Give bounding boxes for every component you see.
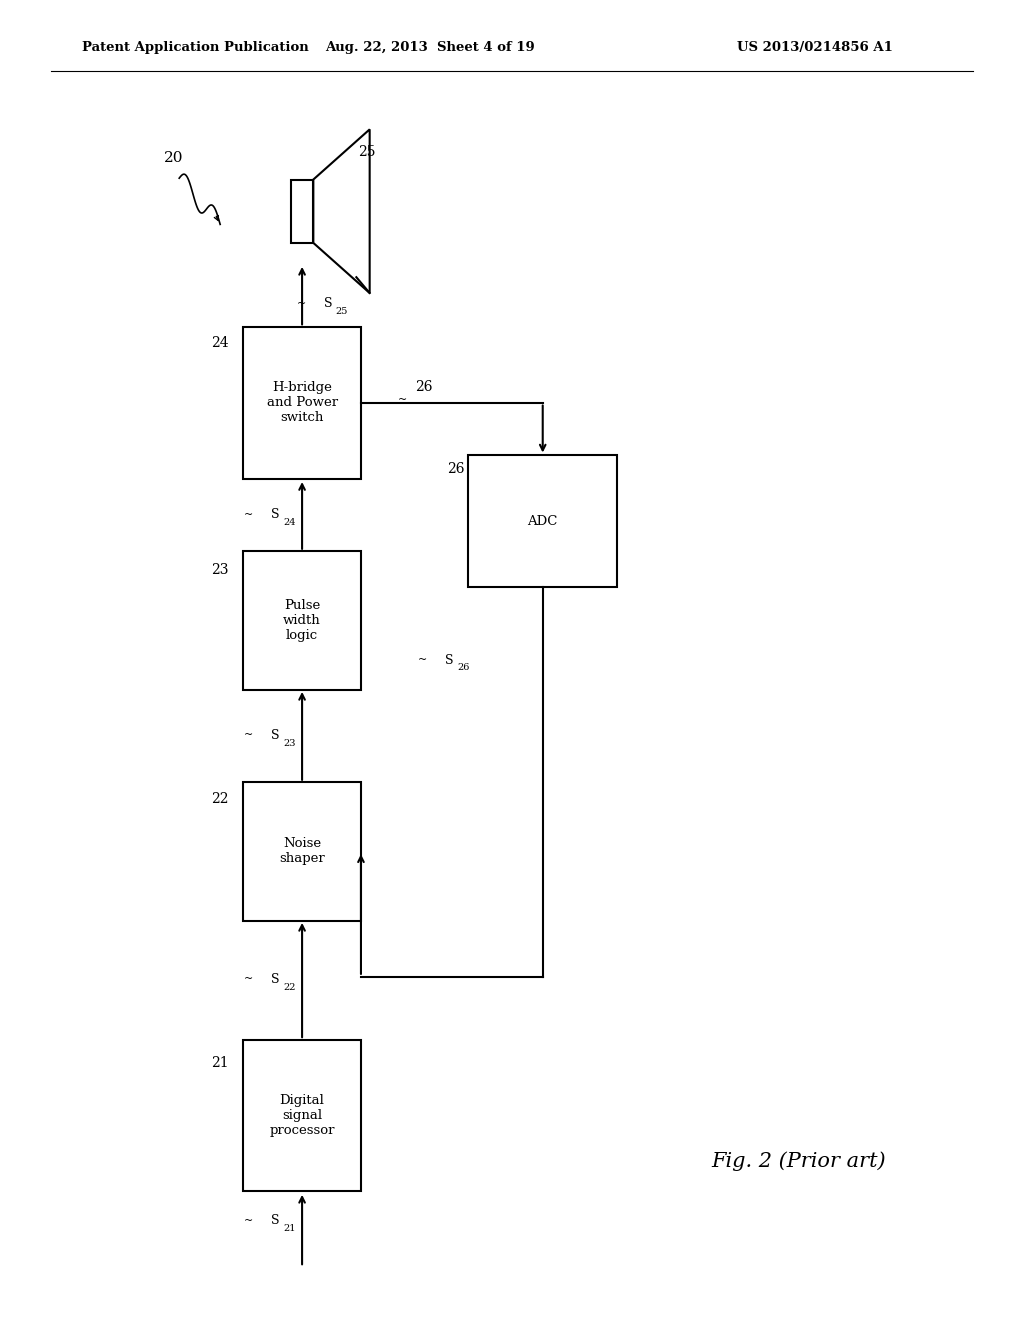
Text: 25: 25 bbox=[336, 308, 348, 315]
Text: ~: ~ bbox=[244, 974, 254, 985]
Text: Pulse
width
logic: Pulse width logic bbox=[284, 599, 321, 642]
Text: S: S bbox=[271, 508, 280, 521]
Text: ADC: ADC bbox=[527, 515, 558, 528]
Text: US 2013/0214856 A1: US 2013/0214856 A1 bbox=[737, 41, 893, 54]
Text: Aug. 22, 2013  Sheet 4 of 19: Aug. 22, 2013 Sheet 4 of 19 bbox=[326, 41, 535, 54]
Text: S: S bbox=[445, 653, 454, 667]
Text: ~: ~ bbox=[397, 395, 408, 405]
Text: ~: ~ bbox=[296, 298, 306, 309]
Text: 23: 23 bbox=[211, 564, 229, 577]
Text: 26: 26 bbox=[415, 380, 432, 393]
Text: S: S bbox=[271, 729, 280, 742]
Text: ~: ~ bbox=[244, 730, 254, 741]
Text: Noise
shaper: Noise shaper bbox=[280, 837, 325, 866]
Bar bbox=[469, 455, 616, 587]
Text: 26: 26 bbox=[458, 664, 470, 672]
Text: 23: 23 bbox=[284, 739, 296, 747]
Text: 25: 25 bbox=[358, 145, 376, 158]
Text: 26: 26 bbox=[446, 462, 465, 475]
Text: ~: ~ bbox=[244, 510, 254, 520]
Text: 21: 21 bbox=[284, 1225, 296, 1233]
Bar bbox=[244, 781, 360, 921]
Bar bbox=[244, 1040, 360, 1191]
Text: Digital
signal
processor: Digital signal processor bbox=[269, 1094, 335, 1137]
Text: 20: 20 bbox=[164, 152, 184, 165]
Polygon shape bbox=[313, 129, 370, 293]
Text: Fig. 2 (Prior art): Fig. 2 (Prior art) bbox=[712, 1152, 886, 1171]
Text: S: S bbox=[271, 1214, 280, 1228]
Text: 22: 22 bbox=[284, 983, 296, 991]
Text: ~: ~ bbox=[418, 655, 428, 665]
Text: ~: ~ bbox=[244, 1216, 254, 1226]
Text: 22: 22 bbox=[211, 792, 229, 805]
Bar bbox=[244, 552, 360, 689]
Bar bbox=[244, 327, 360, 479]
Text: 24: 24 bbox=[211, 337, 229, 350]
Text: S: S bbox=[324, 297, 332, 310]
Polygon shape bbox=[291, 180, 313, 243]
Text: 24: 24 bbox=[284, 519, 296, 527]
Text: S: S bbox=[271, 973, 280, 986]
Text: H-bridge
and Power
switch: H-bridge and Power switch bbox=[266, 381, 338, 424]
Text: 21: 21 bbox=[211, 1056, 229, 1069]
Text: Patent Application Publication: Patent Application Publication bbox=[82, 41, 308, 54]
